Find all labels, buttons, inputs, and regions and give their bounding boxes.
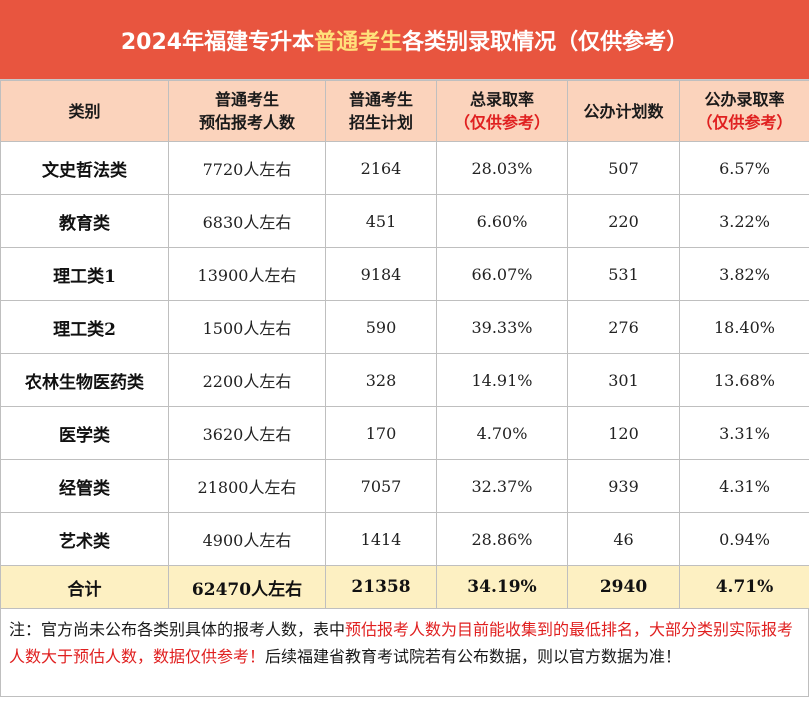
total-category: 合计: [0, 565, 169, 609]
total-rate: 34.19%: [436, 565, 568, 609]
footnote: 注：官方尚未公布各类别具体的报考人数，表中预估报考人数为目前能收集到的最低排名，…: [0, 609, 809, 697]
cell-plan: 2164: [325, 141, 437, 195]
total-public-plan: 2940: [567, 565, 680, 609]
cell-public-rate: 3.82%: [679, 247, 809, 301]
cell-category: 艺术类: [0, 512, 169, 566]
table-row: 教育类 6830人左右 451 6.60% 220 3.22%: [0, 194, 809, 248]
cell-estimated: 3620人左右: [168, 406, 326, 460]
cell-public-rate: 13.68%: [679, 353, 809, 407]
table-row: 理工类1 13900人左右 9184 66.07% 531 3.82%: [0, 247, 809, 301]
header-estimated: 普通考生 预估报考人数: [168, 80, 326, 142]
cell-plan: 590: [325, 300, 437, 354]
cell-plan: 9184: [325, 247, 437, 301]
cell-estimated: 21800人左右: [168, 459, 326, 513]
header-plan: 普通考生 招生计划: [325, 80, 437, 142]
table-row: 文史哲法类 7720人左右 2164 28.03% 507 6.57%: [0, 141, 809, 195]
cell-rate: 39.33%: [436, 300, 568, 354]
title-suffix: 各类别录取情况（仅供参考）: [402, 29, 689, 55]
cell-estimated: 7720人左右: [168, 141, 326, 195]
admission-table: 类别 普通考生 预估报考人数 普通考生 招生计划 总录取率 （仅供参考） 公办计划数 …: [0, 80, 809, 609]
cell-estimated: 1500人左右: [168, 300, 326, 354]
table-row: 农林生物医药类 2200人左右 328 14.91% 301 13.68%: [0, 353, 809, 407]
cell-public-plan: 46: [567, 512, 680, 566]
cell-plan: 328: [325, 353, 437, 407]
table-header-row: 类别 普通考生 预估报考人数 普通考生 招生计划 总录取率 （仅供参考） 公办计划数 …: [0, 80, 809, 142]
cell-rate: 6.60%: [436, 194, 568, 248]
cell-category: 理工类1: [0, 247, 169, 301]
title-highlight: 普通考生: [314, 29, 403, 55]
cell-public-rate: 3.22%: [679, 194, 809, 248]
cell-rate: 66.07%: [436, 247, 568, 301]
cell-category: 文史哲法类: [0, 141, 169, 195]
cell-estimated: 13900人左右: [168, 247, 326, 301]
cell-category: 医学类: [0, 406, 169, 460]
table-row: 经管类 21800人左右 7057 32.37% 939 4.31%: [0, 459, 809, 513]
cell-rate: 4.70%: [436, 406, 568, 460]
cell-rate: 14.91%: [436, 353, 568, 407]
cell-public-rate: 0.94%: [679, 512, 809, 566]
cell-public-rate: 3.31%: [679, 406, 809, 460]
total-public-rate: 4.71%: [679, 565, 809, 609]
cell-category: 教育类: [0, 194, 169, 248]
cell-public-plan: 301: [567, 353, 680, 407]
header-public-plan: 公办计划数: [567, 80, 680, 142]
cell-public-plan: 276: [567, 300, 680, 354]
header-category: 类别: [0, 80, 169, 142]
table-row: 理工类2 1500人左右 590 39.33% 276 18.40%: [0, 300, 809, 354]
table-row: 医学类 3620人左右 170 4.70% 120 3.31%: [0, 406, 809, 460]
cell-rate: 28.03%: [436, 141, 568, 195]
cell-public-rate: 6.57%: [679, 141, 809, 195]
cell-estimated: 6830人左右: [168, 194, 326, 248]
header-public-rate: 公办录取率 （仅供参考）: [679, 80, 809, 142]
footnote-text-end: 后续福建省教育考试院若有公布数据，则以官方数据为准！: [265, 647, 682, 666]
cell-public-rate: 18.40%: [679, 300, 809, 354]
cell-estimated: 2200人左右: [168, 353, 326, 407]
cell-public-plan: 120: [567, 406, 680, 460]
footnote-text: 注：官方尚未公布各类别具体的报考人数，表中: [9, 620, 346, 639]
cell-public-plan: 939: [567, 459, 680, 513]
cell-plan: 170: [325, 406, 437, 460]
total-estimated: 62470人左右: [168, 565, 326, 609]
title-prefix: 2024年福建专升本: [120, 29, 315, 55]
cell-rate: 32.37%: [436, 459, 568, 513]
cell-public-plan: 531: [567, 247, 680, 301]
total-plan: 21358: [325, 565, 437, 609]
cell-plan: 1414: [325, 512, 437, 566]
table-row: 艺术类 4900人左右 1414 28.86% 46 0.94%: [0, 512, 809, 566]
footnote-warning: 预估报考人数为目前能收集到的最低排名，大部分类别实际报考人数大于预估人数，数据仅…: [9, 620, 794, 666]
cell-plan: 7057: [325, 459, 437, 513]
page-title: 2024年福建专升本 普通考生 各类别录取情况（仅供参考）: [0, 0, 809, 80]
cell-estimated: 4900人左右: [168, 512, 326, 566]
header-rate: 总录取率 （仅供参考）: [436, 80, 568, 142]
cell-plan: 451: [325, 194, 437, 248]
cell-rate: 28.86%: [436, 512, 568, 566]
total-row: 合计 62470人左右 21358 34.19% 2940 4.71%: [0, 565, 809, 609]
cell-category: 农林生物医药类: [0, 353, 169, 407]
cell-public-plan: 507: [567, 141, 680, 195]
cell-public-rate: 4.31%: [679, 459, 809, 513]
cell-public-plan: 220: [567, 194, 680, 248]
cell-category: 理工类2: [0, 300, 169, 354]
cell-category: 经管类: [0, 459, 169, 513]
